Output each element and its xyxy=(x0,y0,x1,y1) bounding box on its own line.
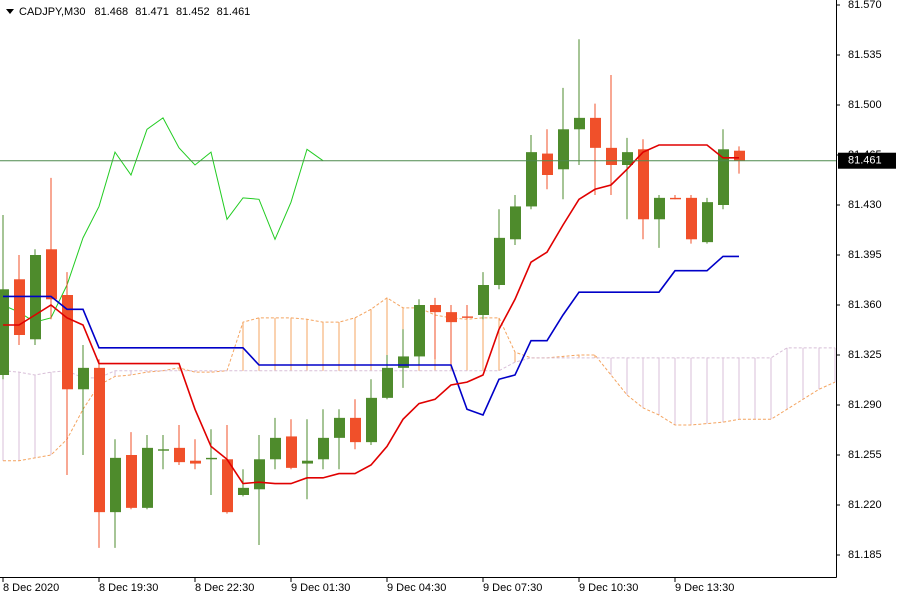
candle-body xyxy=(366,397,377,443)
candle-body xyxy=(382,367,393,398)
y-tick-label: 81.255 xyxy=(848,449,882,461)
candle-body xyxy=(494,237,505,285)
candle-body xyxy=(526,152,537,207)
candle-body xyxy=(0,289,9,375)
candle-body xyxy=(222,459,233,513)
candle-body xyxy=(462,316,473,318)
plot-area xyxy=(0,39,836,548)
x-tick-label: 9 Dec 04:30 xyxy=(387,582,446,594)
candle-body xyxy=(510,206,521,240)
candle-body xyxy=(638,149,649,220)
candle-body xyxy=(430,305,441,313)
candle-body xyxy=(414,305,425,357)
kijun-sen xyxy=(3,255,739,417)
x-tick-label: 9 Dec 01:30 xyxy=(291,582,350,594)
y-tick-label: 81.290 xyxy=(848,399,882,411)
tenkan-sen xyxy=(3,144,739,485)
close-value: 81.461 xyxy=(217,6,251,18)
y-tick-label: 81.325 xyxy=(848,349,882,361)
candle-body xyxy=(686,197,697,240)
candle-body xyxy=(734,150,745,161)
candle-body xyxy=(254,459,265,490)
candle-body xyxy=(622,152,633,165)
candle-body xyxy=(158,449,169,451)
x-tick-label: 9 Dec 07:30 xyxy=(483,582,542,594)
candle-body xyxy=(206,457,217,460)
y-tick-label: 81.430 xyxy=(848,199,882,211)
candle-body xyxy=(110,457,121,513)
x-tick-label: 9 Dec 13:30 xyxy=(675,582,734,594)
y-tick-label: 81.500 xyxy=(848,99,882,111)
current-price-label: 81.461 xyxy=(848,155,882,167)
y-tick-label: 81.570 xyxy=(848,0,882,11)
candle-body xyxy=(126,455,137,508)
low-value: 81.452 xyxy=(176,6,210,18)
candle-body xyxy=(606,147,617,165)
candle-body xyxy=(446,312,457,323)
x-tick-label: 8 Dec 22:30 xyxy=(195,582,254,594)
candle-body xyxy=(62,295,73,390)
candle-body xyxy=(542,153,553,175)
candle-body xyxy=(174,447,185,463)
header: CADJPY,M30 81.468 81.471 81.452 81.461 xyxy=(19,6,250,18)
candle-body xyxy=(238,487,249,495)
candle-body xyxy=(334,417,345,438)
y-tick-label: 81.185 xyxy=(848,549,882,561)
y-tick-label: 81.360 xyxy=(848,299,882,311)
candle-body xyxy=(398,356,409,368)
candle-body xyxy=(574,117,585,130)
candle-body xyxy=(14,279,25,335)
open-value: 81.468 xyxy=(95,6,129,18)
current-price-box xyxy=(838,152,896,169)
candle-body xyxy=(94,367,105,513)
x-tick-label: 8 Dec 2020 xyxy=(3,582,59,594)
candle-body xyxy=(654,197,665,220)
candle-body xyxy=(270,437,281,460)
senkou-span-b xyxy=(2,347,835,379)
candle-body xyxy=(286,436,297,468)
candle-body xyxy=(142,447,153,508)
candle-body xyxy=(46,249,57,300)
candle-body xyxy=(702,202,713,243)
candle-body xyxy=(670,197,681,200)
candle-body xyxy=(350,417,361,443)
candle-body xyxy=(718,149,729,205)
y-tick-label: 81.535 xyxy=(848,49,882,61)
x-tick-label: 8 Dec 19:30 xyxy=(99,582,158,594)
candle-body xyxy=(190,460,201,464)
candle-body xyxy=(78,367,89,390)
x-tick-label: 9 Dec 10:30 xyxy=(579,582,638,594)
menu-triangle[interactable] xyxy=(6,9,14,14)
symbol: CADJPY,M30 xyxy=(19,6,85,18)
high-value: 81.471 xyxy=(135,6,169,18)
y-tick-label: 81.395 xyxy=(848,249,882,261)
y-tick-label: 81.220 xyxy=(848,499,882,511)
chikou-span xyxy=(2,117,324,323)
candle-body xyxy=(558,129,569,170)
candle-body xyxy=(302,460,313,464)
candle-body xyxy=(478,285,489,315)
candle-body xyxy=(590,117,601,148)
candle-body xyxy=(318,437,329,460)
